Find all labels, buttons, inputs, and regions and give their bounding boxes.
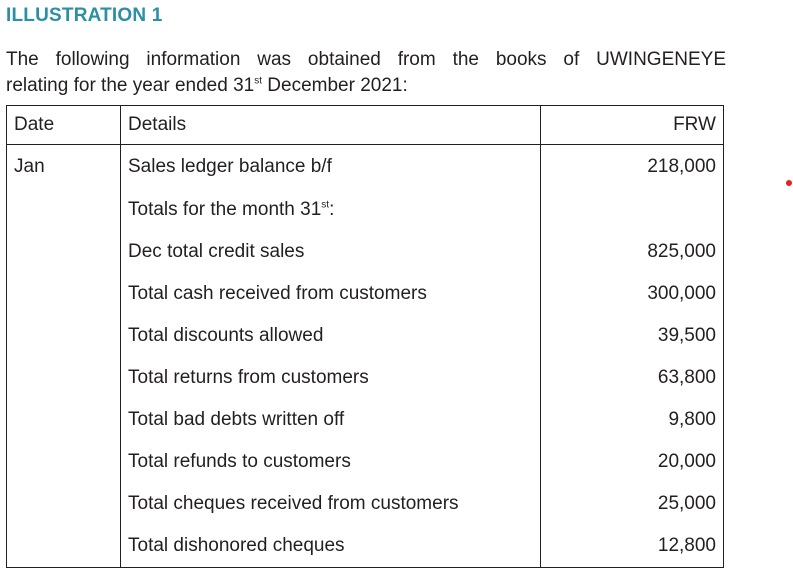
row-date — [6, 315, 121, 357]
row-date: Jan — [6, 144, 121, 189]
row-amount: 63,800 — [540, 357, 724, 399]
table-row: Total cash received from customers 300,0… — [6, 273, 724, 315]
table-row: Total bad debts written off 9,800 — [6, 399, 724, 441]
row-date — [6, 273, 121, 315]
row-date — [6, 483, 121, 525]
row-details: Total refunds to customers — [120, 441, 541, 483]
row-amount: 300,000 — [540, 273, 724, 315]
row-details: Total bad debts written off — [120, 399, 541, 441]
row-details: Dec total credit sales — [120, 231, 541, 273]
row-amount: 9,800 — [540, 399, 724, 441]
intro-line-1: The following information was obtained f… — [6, 49, 726, 70]
table-row: Total returns from customers 63,800 — [6, 357, 724, 399]
row-amount: 25,000 — [540, 483, 724, 525]
red-marker-dot — [786, 180, 792, 186]
row-details: Totals for the month 31st: — [120, 189, 541, 231]
row-amount — [540, 189, 724, 231]
row-amount: 20,000 — [540, 441, 724, 483]
header-date: Date — [6, 105, 121, 145]
row-amount: 825,000 — [540, 231, 724, 273]
sales-ledger-table: Date Details FRW Jan Sales ledger balanc… — [6, 105, 724, 568]
intro-paragraph: The following information was obtained f… — [6, 47, 726, 99]
row-details: Total cheques received from customers — [120, 483, 541, 525]
illustration-heading: ILLUSTRATION 1 — [6, 5, 163, 26]
table-row: Total refunds to customers 20,000 — [6, 441, 724, 483]
table-header-row: Date Details FRW — [6, 105, 724, 145]
table-row: Jan Sales ledger balance b/f 218,000 — [6, 144, 724, 189]
header-details: Details — [120, 105, 541, 145]
row-date — [6, 231, 121, 273]
row-date — [6, 357, 121, 399]
row-date — [6, 399, 121, 441]
row-details: Total cash received from customers — [120, 273, 541, 315]
table-row: Dec total credit sales 825,000 — [6, 231, 724, 273]
row-date — [6, 441, 121, 483]
row-amount: 39,500 — [540, 315, 724, 357]
row-details: Total discounts allowed — [120, 315, 541, 357]
row-details: Total dishonored cheques — [120, 525, 541, 568]
row-amount: 12,800 — [540, 525, 724, 568]
intro-line-2: relating for the year ended 31st Decembe… — [6, 75, 408, 96]
table-row: Total cheques received from customers 25… — [6, 483, 724, 525]
row-date — [6, 525, 121, 568]
row-details: Total returns from customers — [120, 357, 541, 399]
row-details: Sales ledger balance b/f — [120, 144, 541, 189]
table-row: Total dishonored cheques 12,800 — [6, 525, 724, 568]
table-row: Total discounts allowed 39,500 — [6, 315, 724, 357]
row-date — [6, 189, 121, 231]
header-amount: FRW — [540, 105, 724, 145]
row-amount: 218,000 — [540, 144, 724, 189]
table-row: Totals for the month 31st: — [6, 189, 724, 231]
